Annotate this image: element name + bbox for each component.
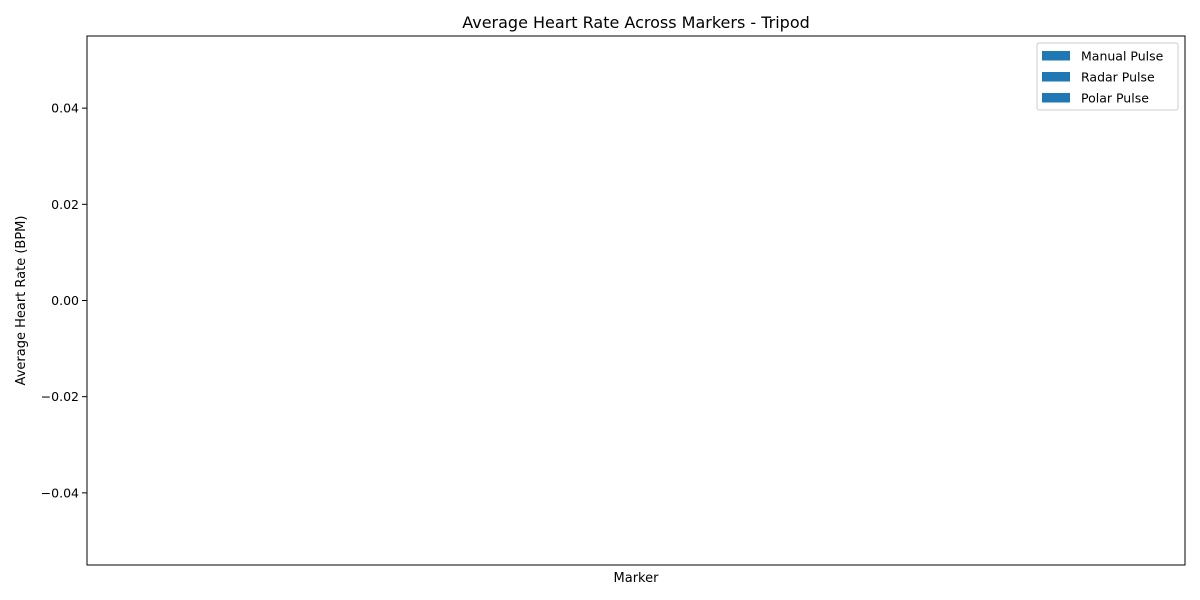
legend-label: Radar Pulse <box>1081 70 1155 85</box>
x-axis-label: Marker <box>614 571 660 586</box>
y-tick-label: −0.04 <box>41 485 79 500</box>
y-tick-label: 0.02 <box>51 197 79 212</box>
legend-label: Polar Pulse <box>1081 91 1149 106</box>
y-tick-label: 0.04 <box>51 101 79 116</box>
legend-frame <box>1036 42 1179 111</box>
legend-swatch <box>1042 93 1070 103</box>
y-axis: −0.04 −0.02 0.00 0.02 0.04 <box>41 101 87 500</box>
y-axis-label: Average Heart Rate (BPM) <box>14 216 29 386</box>
legend-label: Manual Pulse <box>1081 49 1164 64</box>
y-tick-label: 0.00 <box>51 293 79 308</box>
legend-swatch <box>1042 72 1070 82</box>
chart-title: Average Heart Rate Across Markers - Trip… <box>462 13 810 32</box>
plot-area <box>86 35 1186 566</box>
legend: Manual Pulse Radar Pulse Polar Pulse <box>1036 42 1179 111</box>
legend-swatch <box>1042 51 1070 61</box>
y-tick-label: −0.02 <box>41 389 79 404</box>
